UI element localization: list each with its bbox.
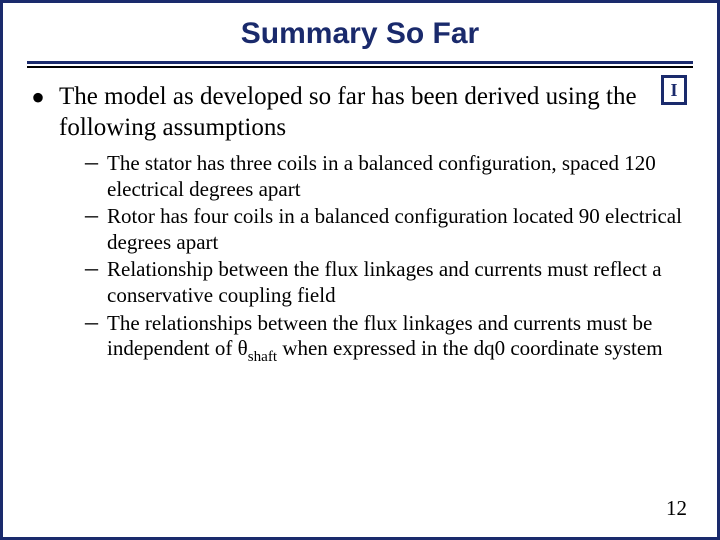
sub-item: – Rotor has four coils in a balanced con… [85, 204, 689, 255]
sub-list: – The stator has three coils in a balanc… [85, 151, 689, 366]
sub-item: – Relationship between the flux linkages… [85, 257, 689, 308]
sub-item-text: Relationship between the flux linkages a… [107, 257, 689, 308]
bullet-text: The model as developed so far has been d… [59, 82, 689, 143]
sub-item-text: The relationships between the flux linka… [107, 311, 689, 366]
bullet-dot-icon: • [31, 86, 45, 110]
page-number: 12 [666, 496, 687, 521]
dash-icon: – [85, 151, 101, 173]
sub-item-text: The stator has three coils in a balanced… [107, 151, 689, 202]
sub-item: – The stator has three coils in a balanc… [85, 151, 689, 202]
dash-icon: – [85, 257, 101, 279]
sub-item-subscript: shaft [248, 349, 277, 365]
divider-top [27, 61, 693, 64]
slide-frame: Summary So Far I • The model as develope… [0, 0, 720, 540]
content-area: • The model as developed so far has been… [3, 68, 717, 366]
dash-icon: – [85, 311, 101, 333]
slide-title: Summary So Far [23, 17, 697, 51]
sub-item-text-post: when expressed in the dq0 coordinate sys… [277, 336, 663, 360]
bullet-item: • The model as developed so far has been… [31, 82, 689, 143]
title-area: Summary So Far [3, 3, 717, 61]
sub-item-text: Rotor has four coils in a balanced confi… [107, 204, 689, 255]
sub-item: – The relationships between the flux lin… [85, 311, 689, 366]
dash-icon: – [85, 204, 101, 226]
logo-glyph: I [670, 80, 677, 101]
institution-logo: I [661, 75, 687, 105]
